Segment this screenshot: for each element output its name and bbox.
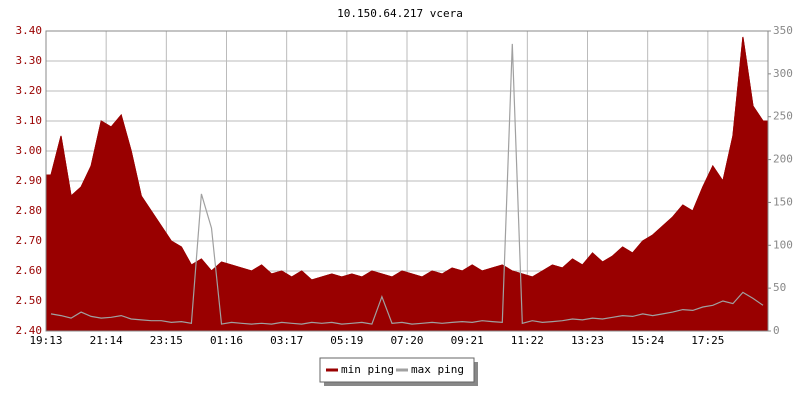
y2-tick-label: 300 — [773, 67, 793, 80]
y-tick-label: 2.90 — [16, 174, 43, 187]
x-tick-label: 13:23 — [571, 334, 604, 347]
x-tick-label: 15:24 — [631, 334, 664, 347]
y2-tick-label: 0 — [773, 324, 780, 337]
y-tick-label: 2.70 — [16, 234, 43, 247]
x-tick-label: 21:14 — [90, 334, 123, 347]
legend-box — [319, 357, 475, 383]
y2-tick-label: 250 — [773, 110, 793, 123]
chart-title: 10.150.64.217 vcera — [337, 7, 463, 20]
y-tick-label: 2.60 — [16, 264, 43, 277]
y-tick-label: 3.20 — [16, 84, 43, 97]
y2-tick-label: 150 — [773, 195, 793, 208]
x-tick-label: 09:21 — [451, 334, 484, 347]
x-tick-label: 01:16 — [210, 334, 243, 347]
legend-label: min ping — [341, 363, 394, 376]
plot-frame — [45, 30, 769, 332]
y-tick-label: 3.00 — [16, 144, 43, 157]
x-tick-label: 11:22 — [511, 334, 544, 347]
y-tick-label: 3.10 — [16, 114, 43, 127]
x-tick-label: 07:20 — [390, 334, 423, 347]
y-tick-label: 3.40 — [16, 24, 43, 37]
y-tick-label: 3.30 — [16, 54, 43, 67]
x-tick-label: 05:19 — [330, 334, 363, 347]
y2-tick-label: 50 — [773, 281, 786, 294]
y2-tick-label: 200 — [773, 153, 793, 166]
x-tick-label: 17:25 — [691, 334, 724, 347]
y-tick-label: 2.80 — [16, 204, 43, 217]
legend-label: max ping — [411, 363, 464, 376]
area-line — [50, 36, 764, 281]
x-tick-label: 23:15 — [150, 334, 183, 347]
x-tick-label: 19:13 — [29, 334, 62, 347]
y2-tick-label: 100 — [773, 238, 793, 251]
y2-tick-label: 350 — [773, 24, 793, 37]
line — [50, 43, 764, 325]
x-tick-label: 03:17 — [270, 334, 303, 347]
y-tick-label: 2.40 — [16, 324, 43, 337]
y-tick-label: 2.50 — [16, 294, 43, 307]
